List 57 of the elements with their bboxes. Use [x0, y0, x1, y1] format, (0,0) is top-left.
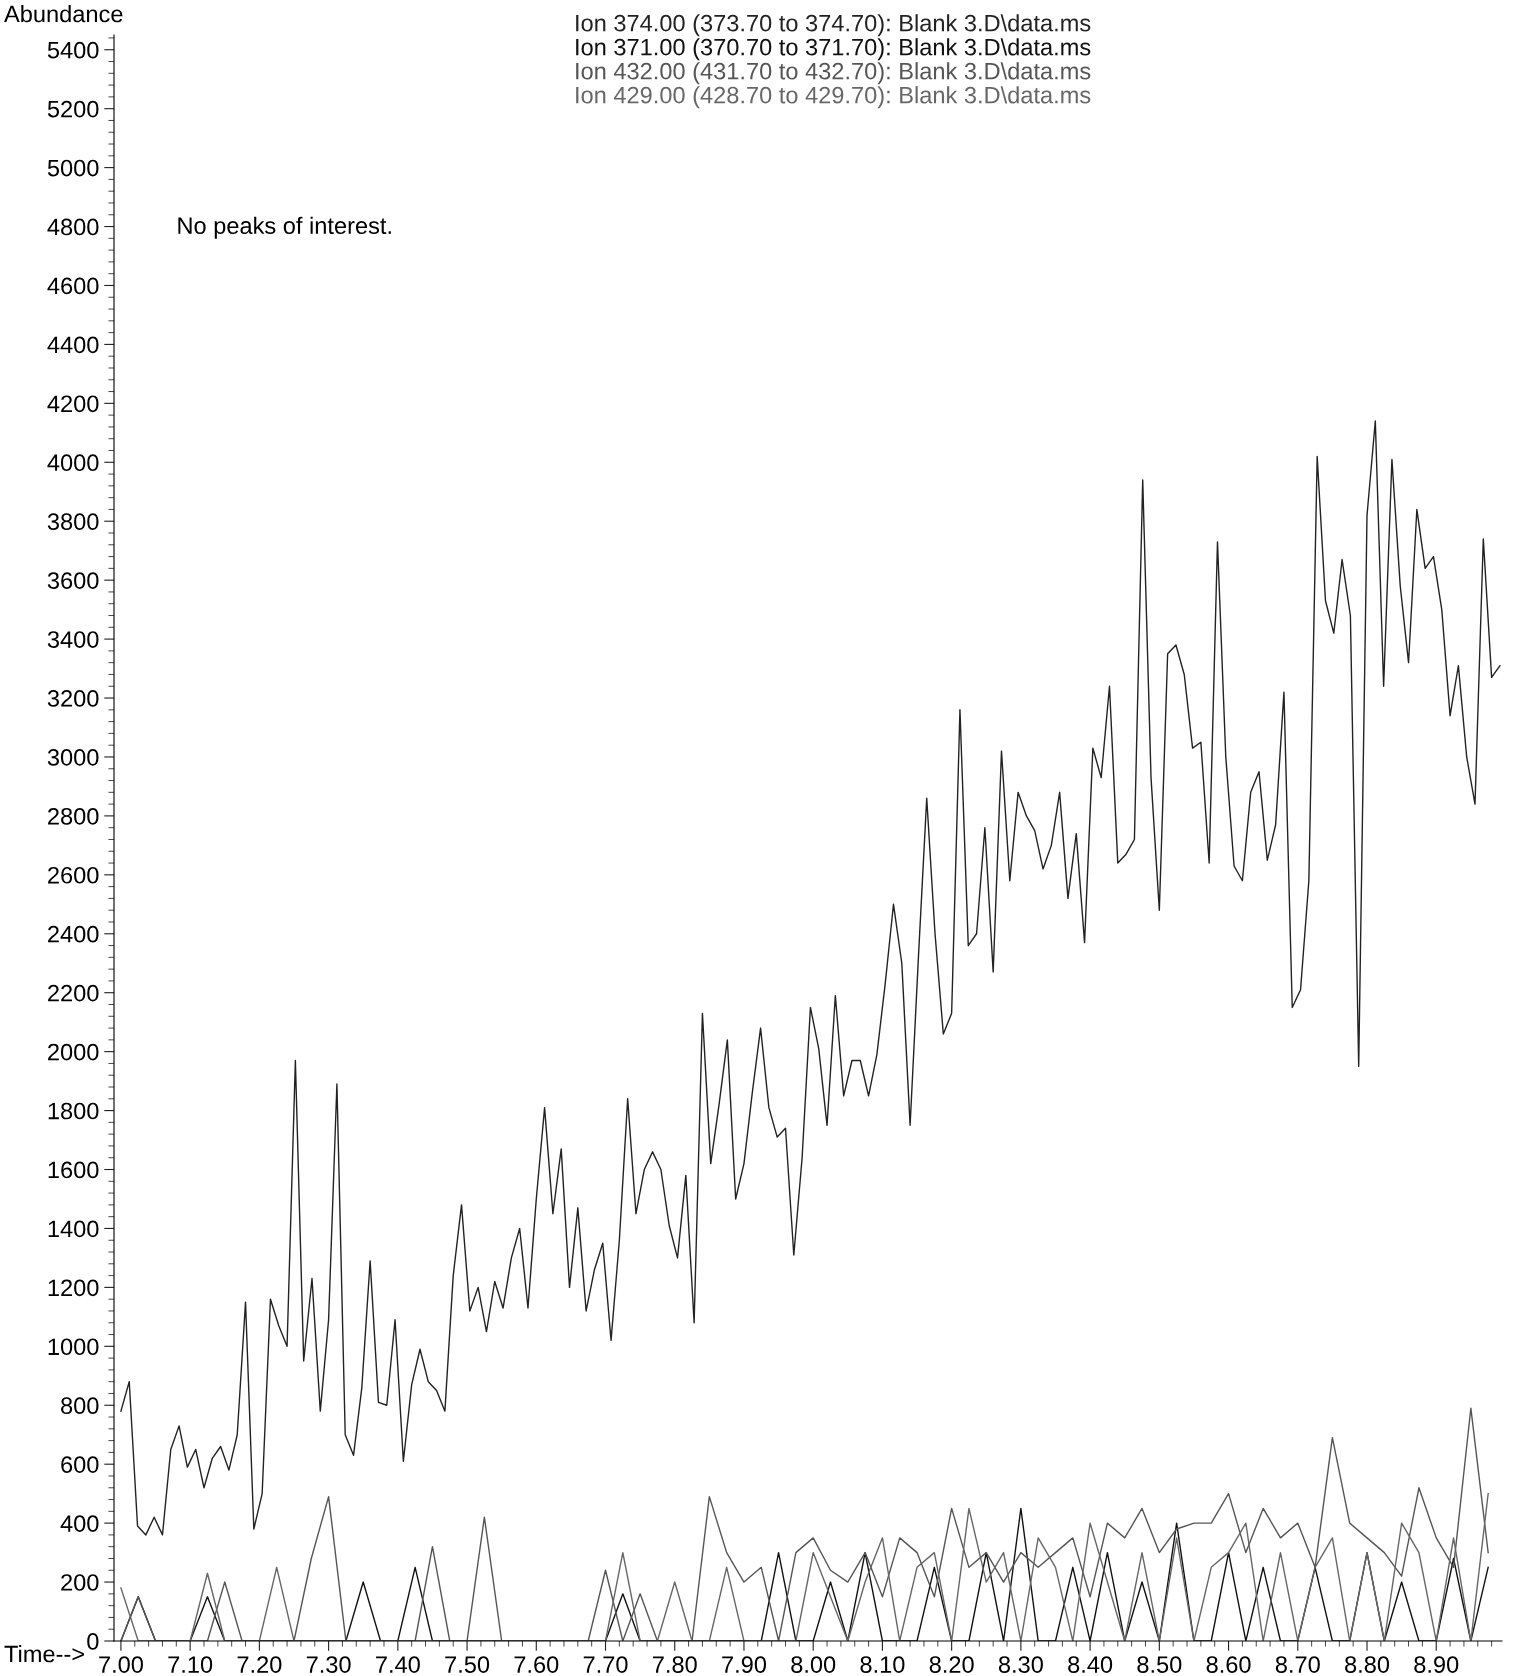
x-tick-label: 7.90	[722, 1656, 767, 1673]
x-tick-label: 8.70	[1275, 1656, 1320, 1673]
y-tick-label: 3800	[47, 513, 99, 531]
y-tick-label: 3400	[47, 631, 99, 648]
y-tick-label: 1600	[48, 1161, 99, 1179]
x-tick-label: 7.30	[306, 1656, 351, 1673]
y-tick-label: 3600	[47, 572, 99, 589]
x-tick-label: 7.60	[514, 1656, 559, 1673]
y-tick-label: 2600	[48, 866, 99, 884]
x-tick-label: 7.20	[237, 1656, 282, 1673]
y-tick-label: 2800	[48, 807, 99, 825]
y-tick-label: 5000	[47, 159, 99, 177]
x-tick-label: 7.40	[376, 1656, 420, 1673]
y-tick-label: 4000	[47, 454, 99, 472]
y-tick-label: 200	[61, 1574, 99, 1591]
y-tick-label: 2400	[48, 925, 99, 943]
x-tick-label: 8.00	[791, 1656, 836, 1673]
x-tick-label: 8.80	[1345, 1656, 1390, 1673]
x-tick-label: 8.20	[929, 1656, 974, 1673]
x-tick-label: 7.00	[99, 1656, 143, 1673]
y-tick-label: 2200	[48, 984, 99, 1002]
x-tick-label: 8.40	[1068, 1656, 1113, 1673]
y-tick-label: 5400	[47, 41, 99, 59]
y-tick-label: 2000	[48, 1043, 99, 1061]
y-tick-label: 400	[60, 1515, 99, 1532]
x-axis-title: Time-->	[4, 1644, 84, 1663]
y-tick-label: 4800	[47, 218, 99, 236]
y-tick-label: 1200	[48, 1279, 99, 1297]
y-tick-label: 0	[87, 1633, 99, 1650]
y-tick-label: 4600	[47, 277, 99, 295]
x-tick-label: 7.80	[652, 1656, 697, 1673]
x-tick-label: 7.10	[168, 1656, 213, 1673]
x-tick-label: 8.50	[1137, 1656, 1182, 1673]
x-tick-label: 8.60	[1206, 1656, 1251, 1673]
line-series	[120, 1407, 1489, 1641]
y-tick-label: 1000	[48, 1338, 99, 1356]
y-tick-label: 4200	[47, 395, 99, 413]
text: Ion 432.00 (431.70 to 432.70): Blank 3.D\data.ms	[576, 62, 1091, 85]
x-tick-label: 7.70	[583, 1656, 628, 1673]
x-tick-label: 8.90	[1414, 1656, 1459, 1673]
y-tick-label: 3000	[47, 749, 99, 766]
y-tick-label: 3200	[47, 690, 99, 707]
text: Ion 371.00 (370.70 to 371.70): Blank 3.D\data.ms	[576, 38, 1091, 61]
x-tick-label: 7.50	[445, 1656, 490, 1673]
y-tick-label: 4400	[47, 336, 99, 354]
annotation: No peaks of interest.	[178, 216, 391, 239]
y-tick-label: 1800	[48, 1102, 99, 1120]
y-tick-label: 5200	[47, 100, 99, 118]
text: Ion 374.00 (373.70 to 374.70): Blank 3.D\data.ms	[576, 14, 1091, 37]
y-tick-label: 800	[61, 1397, 99, 1415]
text: Ion 429.00 (428.70 to 429.70): Blank 3.D\data.ms	[576, 86, 1091, 109]
y-tick-label: 600	[61, 1456, 99, 1473]
line-series	[120, 420, 1501, 1536]
y-axis-title: Abundance	[4, 5, 123, 23]
x-tick-label: 8.30	[998, 1656, 1043, 1673]
y-tick-label: 1400	[48, 1220, 99, 1238]
x-tick-label: 8.10	[860, 1656, 905, 1673]
